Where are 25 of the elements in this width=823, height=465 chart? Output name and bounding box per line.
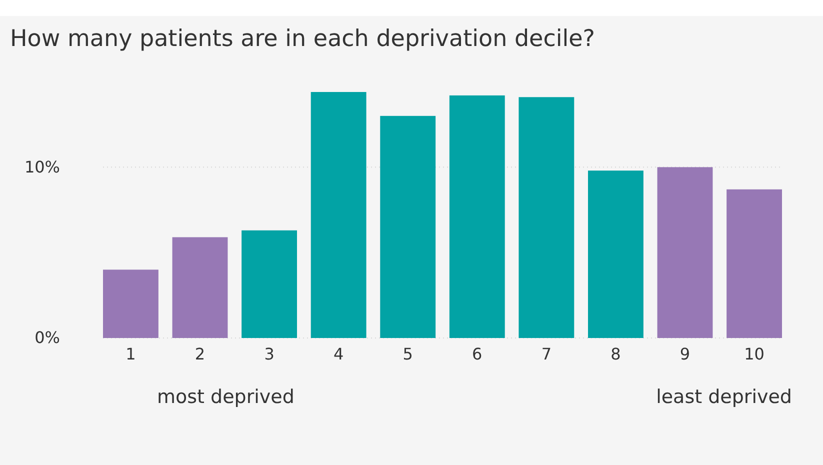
text: least deprived [656,386,792,408]
x-tick-label: 7 [541,344,552,364]
x-tick-label: 6 [472,344,482,364]
bar [310,92,366,338]
text: most deprived [157,386,294,408]
bar [657,167,713,338]
bar [449,95,505,338]
x-tick-label: 2 [194,344,206,364]
y-tick-label: 10% [24,157,60,176]
x-tick-label: 4 [333,344,344,364]
chart-title: How many patients are in each deprivation decile? [10,26,595,52]
x-tick-label: 3 [264,344,274,364]
x-tick-label: 8 [610,344,621,364]
bar [588,170,644,338]
y-tick-label: 0% [34,328,60,348]
x-tick-label: 9 [680,344,690,364]
x-tick-label: 5 [402,344,413,364]
bar [103,270,158,338]
x-tick-label: 1 [126,344,136,364]
bar [726,189,782,338]
x-tick-label: 10 [744,344,764,364]
bar [242,230,297,338]
bar [172,237,228,338]
bar [518,97,574,338]
bar [380,116,436,338]
